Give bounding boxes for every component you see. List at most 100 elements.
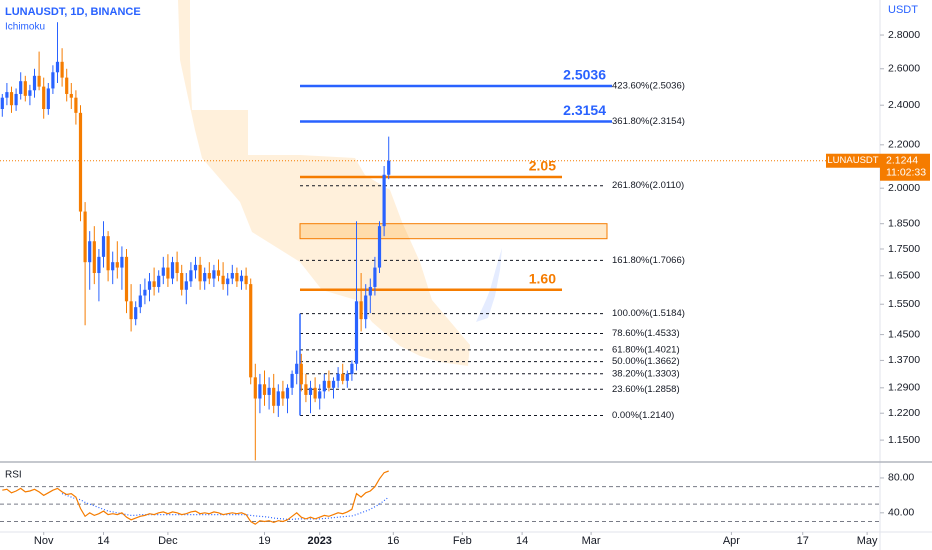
- y-tick-label: 1.2200: [888, 407, 920, 419]
- candle-body: [318, 391, 322, 399]
- x-tick-label: Dec: [158, 535, 178, 547]
- projection-arrow: [476, 248, 502, 322]
- candle-body: [313, 387, 317, 399]
- candle-body: [42, 86, 46, 110]
- symbol-title: LUNAUSDT, 1D, BINANCE: [5, 6, 141, 18]
- candle-body: [74, 97, 78, 113]
- x-tick-label: 2023: [307, 535, 331, 547]
- y-tick-label: 2.8000: [888, 29, 920, 41]
- rsi-ma-line: [61, 493, 390, 520]
- candle-body: [65, 77, 69, 94]
- candle-body: [345, 373, 349, 381]
- candle-body: [115, 262, 119, 268]
- candle-body: [368, 286, 372, 296]
- candle-body: [189, 270, 193, 282]
- fib-label: 423.60%(2.5036): [612, 80, 685, 91]
- x-tick-label: Apr: [723, 535, 740, 547]
- candle-body: [92, 241, 96, 274]
- candle-body: [272, 387, 276, 406]
- fib-label: 161.80%(1.7066): [612, 255, 685, 266]
- candle-body: [37, 75, 41, 87]
- candle-body: [216, 270, 221, 276]
- level-label: 2.3154: [563, 102, 606, 118]
- candle-body: [83, 211, 87, 263]
- x-tick-label: 17: [797, 535, 809, 547]
- x-tick-label: 16: [387, 535, 399, 547]
- candle-body: [308, 387, 313, 395]
- candle-body: [262, 384, 267, 395]
- y-tick-label: 1.1500: [888, 434, 920, 446]
- candle-body: [304, 384, 308, 395]
- candle-body: [249, 284, 253, 378]
- price-tag: [880, 153, 930, 181]
- x-tick-label: May: [857, 535, 878, 547]
- level-label: 2.05: [529, 158, 556, 174]
- y-tick-label: 2.0000: [888, 182, 920, 194]
- candle-body: [295, 363, 299, 374]
- candle-body: [267, 387, 271, 395]
- y-tick-label: 1.2900: [888, 382, 920, 394]
- candle-body: [69, 93, 73, 98]
- y-tick-label: 1.7500: [888, 243, 920, 255]
- candle-body: [138, 295, 142, 308]
- rsi-label: RSI: [5, 470, 22, 481]
- candle-body: [152, 281, 156, 287]
- candle-body: [281, 391, 285, 399]
- candle-body: [193, 264, 198, 271]
- candle-body: [28, 90, 32, 96]
- candle-body: [239, 275, 244, 282]
- x-tick-label: Feb: [453, 535, 472, 547]
- y-tick-label: 1.6500: [888, 270, 920, 282]
- x-tick-label: Mar: [582, 535, 601, 547]
- candle-body: [244, 275, 248, 285]
- candle-body: [5, 92, 9, 98]
- candle-body: [198, 264, 202, 282]
- candle-body: [180, 273, 184, 290]
- candle-body: [0, 97, 4, 110]
- candle-body: [290, 373, 294, 388]
- candle-body: [359, 301, 363, 320]
- fib-label: 261.80%(2.0110): [612, 180, 684, 191]
- x-tick-label: 14: [97, 535, 109, 547]
- candle-body: [341, 373, 345, 381]
- candle-body: [120, 256, 124, 268]
- candle-body: [299, 363, 303, 385]
- ichimoku-cloud: [178, 0, 470, 366]
- indicator-label: Ichimoku: [5, 22, 45, 33]
- rsi-tick-label: 40.00: [888, 507, 914, 519]
- candle-body: [134, 307, 138, 320]
- fib-label: 100.00%(1.5184): [612, 308, 685, 319]
- zone: [299, 223, 608, 240]
- candle-body: [377, 226, 382, 268]
- price-tag-value: 2.1244: [886, 155, 918, 167]
- y-tick-label: 2.4000: [888, 99, 920, 111]
- candle-body: [170, 262, 175, 279]
- symbol-tag-label: LUNAUSDT: [827, 155, 878, 166]
- candle-body: [276, 391, 280, 406]
- candle-body: [327, 380, 331, 388]
- candle-body: [78, 112, 83, 212]
- candle-body: [46, 88, 50, 110]
- symbol-tag: [826, 153, 880, 168]
- candle-body: [106, 236, 110, 271]
- candle-body: [382, 174, 386, 227]
- candle-body: [129, 301, 133, 320]
- y-tick-label: 1.8500: [888, 217, 920, 229]
- candle-body: [184, 281, 188, 290]
- candle-body: [32, 75, 37, 91]
- level-label: 1.60: [529, 270, 556, 286]
- candle-body: [350, 363, 354, 374]
- candle-body: [19, 81, 23, 94]
- candle-body: [230, 273, 234, 279]
- candle-body: [60, 61, 64, 78]
- price-tag-countdown: 11:02:33: [886, 167, 926, 179]
- candle-body: [221, 275, 225, 285]
- candle-body: [203, 273, 207, 282]
- y-tick-label: 2.2000: [888, 139, 920, 151]
- y-tick-label: 2.6000: [888, 63, 920, 75]
- fib-label: 0.00%(1.2140): [612, 410, 674, 421]
- candle-body: [387, 160, 391, 175]
- fib-label: 361.80%(2.3154): [612, 116, 685, 127]
